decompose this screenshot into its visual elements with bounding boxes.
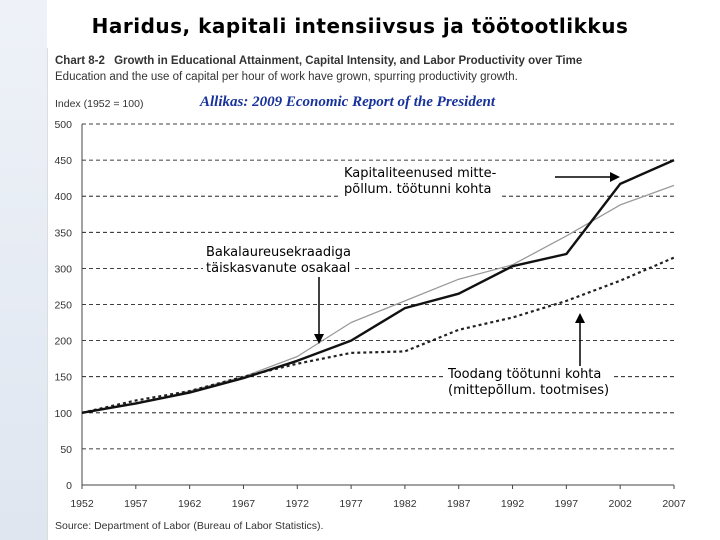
figure-source: Source: Department of Labor (Bureau of L… bbox=[55, 520, 323, 532]
callout-productivity: Toodang töötunni kohta (mittepõllum. too… bbox=[445, 367, 613, 399]
slide-title: Haridus, kapitali intensiivsus ja töötoo… bbox=[91, 14, 629, 38]
grid-layer bbox=[82, 123, 674, 450]
x-tick-label: 1982 bbox=[393, 498, 417, 510]
axis-layer: 0 50 100 150 200 250 300 350 400 450 500 1952 1957 19… bbox=[54, 119, 685, 510]
callout-education-arrowhead bbox=[314, 334, 324, 344]
y-tick-label: 0 bbox=[66, 480, 72, 492]
x-tick-label: 2007 bbox=[662, 498, 686, 510]
y-tick-label: 300 bbox=[54, 263, 72, 275]
callout-productivity-arrowhead bbox=[575, 313, 585, 323]
y-tick-label: 50 bbox=[60, 444, 72, 456]
figure-title: Growth in Educational Attainment, Capita… bbox=[114, 55, 582, 67]
series-productivity-line bbox=[81, 256, 675, 414]
x-tick-label: 1987 bbox=[447, 498, 471, 510]
callout-arrows bbox=[314, 172, 620, 366]
x-tick-label: 1967 bbox=[232, 498, 256, 510]
series-capital-line bbox=[81, 159, 675, 414]
y-tick-label: 100 bbox=[54, 408, 72, 420]
x-tick-label: 1977 bbox=[339, 498, 363, 510]
x-tick-label: 1952 bbox=[70, 498, 94, 510]
callout-capital: Kapitaliteenused mitte- põllum. töötunni… bbox=[341, 166, 500, 198]
svg-text:Chart 8-2 Growth in Educ: Chart 8-2 Growth in Educational Attainme… bbox=[55, 55, 582, 67]
x-tick-label: 1992 bbox=[501, 498, 525, 510]
y-tick-label: 250 bbox=[54, 300, 72, 312]
callout-education: Bakalaureusekraadiga täiskasvanute osaka… bbox=[203, 245, 354, 277]
y-tick-label: 450 bbox=[54, 155, 72, 167]
figure-header: Chart 8-2 Growth in Educational Attainme… bbox=[55, 55, 582, 83]
y-tick-label: 200 bbox=[54, 336, 72, 348]
figure-subtitle: Education and the use of capital per hou… bbox=[55, 71, 518, 83]
x-tick-label: 2002 bbox=[609, 498, 633, 510]
y-tick-label: 350 bbox=[54, 227, 72, 239]
chart-frame bbox=[47, 48, 696, 540]
y-tick-label: 400 bbox=[54, 191, 72, 203]
series-layer bbox=[81, 159, 675, 414]
x-tick-label: 1997 bbox=[555, 498, 579, 510]
figure-chart-label: Chart 8-2 bbox=[55, 55, 105, 67]
x-tick-label: 1962 bbox=[178, 498, 202, 510]
source-line: Allikas: 2009 Economic Report of the Pre… bbox=[200, 94, 495, 110]
y-axis-label: Index (1952 = 100) bbox=[55, 98, 143, 110]
y-tick-label: 150 bbox=[54, 372, 72, 384]
slide-side-band bbox=[0, 0, 47, 540]
y-tick-label: 500 bbox=[54, 119, 72, 131]
callout-capital-arrowhead bbox=[610, 172, 620, 182]
x-tick-label: 1972 bbox=[286, 498, 310, 510]
x-tick-label: 1957 bbox=[124, 498, 148, 510]
